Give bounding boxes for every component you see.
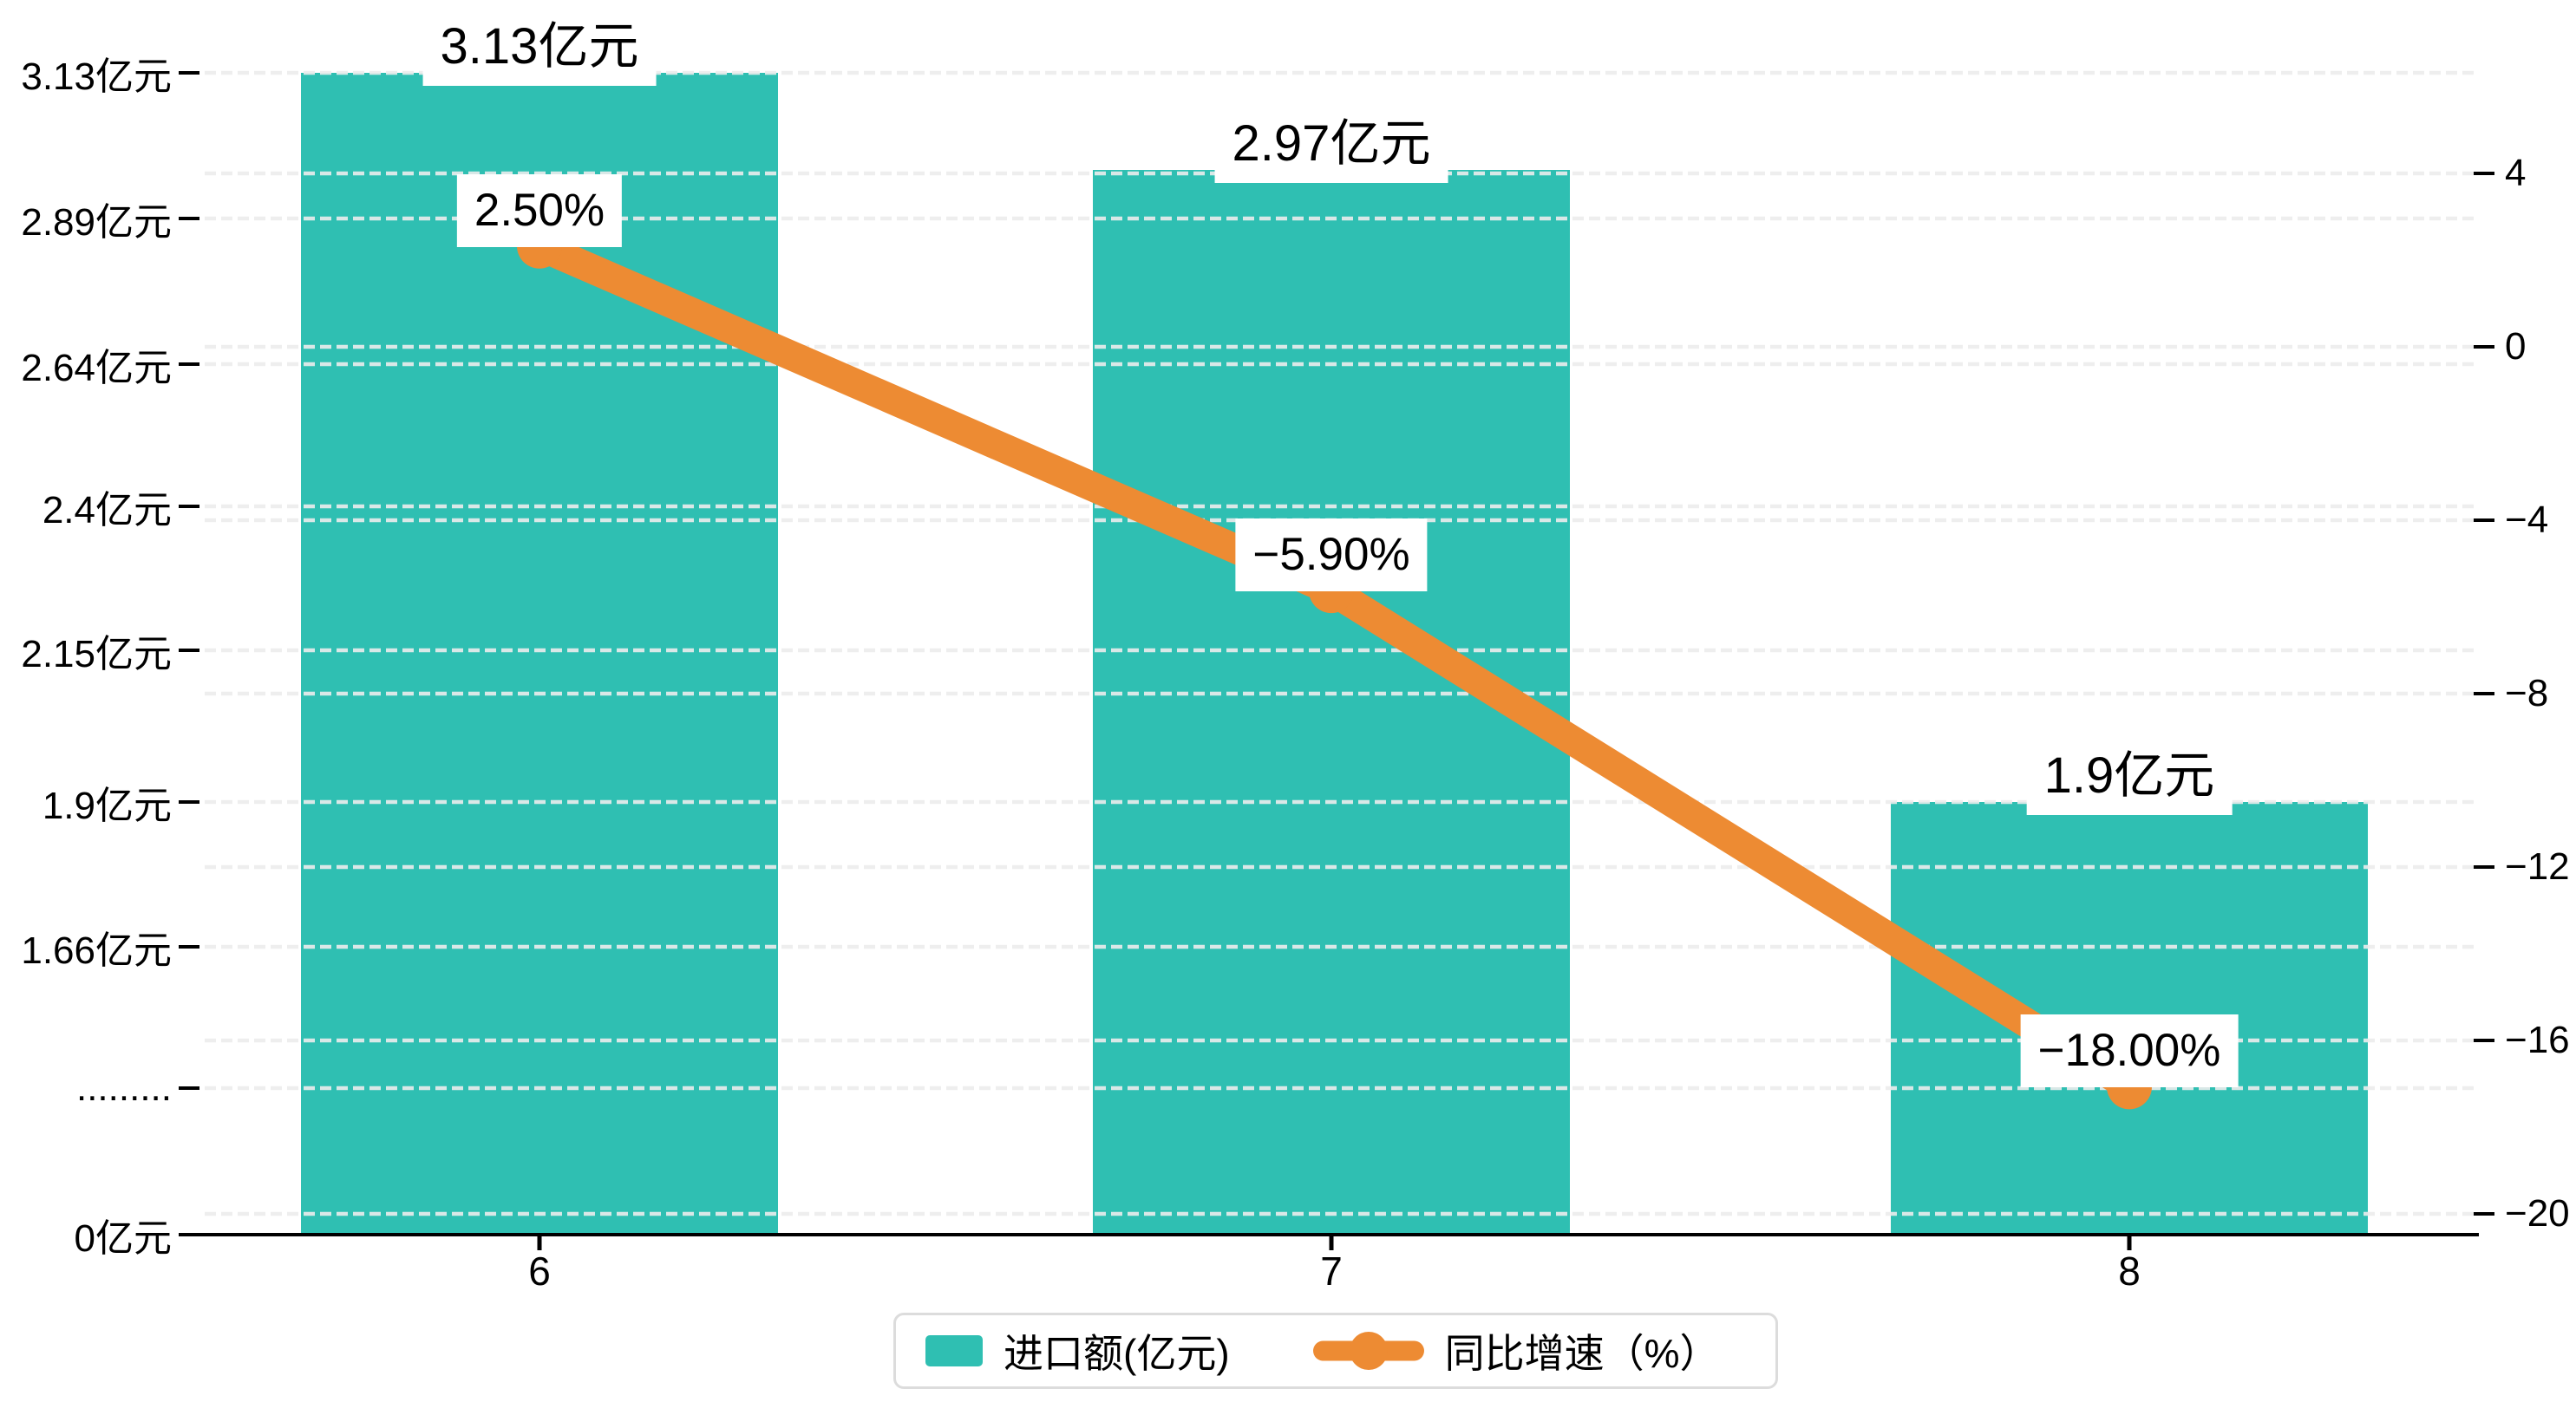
y-right-tick-label: 4 [2505, 152, 2527, 194]
x-axis-label-7: 7 [1320, 1249, 1343, 1294]
bar-value-label-8: 1.9亿元 [2026, 737, 2233, 815]
bar-series-swatch-icon [925, 1335, 983, 1366]
line-value-label-6: 2.50% [456, 173, 623, 247]
y-left-tick-label: 1.9亿元 [42, 785, 172, 827]
y-left-tick-label: 2.64亿元 [21, 347, 172, 389]
y-left-tick-label: 2.89亿元 [21, 201, 172, 244]
bar-value-label-7: 2.97亿元 [1214, 105, 1448, 183]
legend: 进口额(亿元) 同比增速（%） [893, 1313, 1778, 1389]
y-left-tick-label: 2.4亿元 [42, 489, 172, 531]
legend-label-line-series: 同比增速（%） [1444, 1331, 1720, 1376]
line-value-label-8: −18.00% [2020, 1014, 2239, 1088]
y-left-tick-label: 3.13亿元 [21, 55, 172, 98]
x-axis-label-8: 8 [2118, 1249, 2141, 1294]
bar-value-label-6: 3.13亿元 [422, 8, 657, 86]
line-series-swatch-icon [1312, 1328, 1424, 1373]
y-right-tick-label: −8 [2505, 672, 2549, 714]
x-axis-label-6: 6 [528, 1249, 551, 1294]
y-right-tick-label: −4 [2505, 499, 2549, 541]
y-left-tick-label: 2.15亿元 [21, 633, 172, 675]
y-left-tick-label: 1.66亿元 [21, 929, 172, 972]
y-left-tick-label: 0亿元 [74, 1217, 172, 1260]
line-value-label-7: −5.90% [1235, 518, 1428, 592]
legend-item-line-series[interactable]: 同比增速（%） [1312, 1322, 1720, 1379]
legend-label-bar-series: 进口额(亿元) [1004, 1331, 1230, 1376]
y-left-axis-break-label: ......... [75, 1066, 172, 1109]
legend-item-bar-series[interactable]: 进口额(亿元) [925, 1322, 1230, 1379]
y-right-tick-label: −20 [2505, 1192, 2570, 1235]
y-right-tick-label: 0 [2505, 325, 2527, 368]
y-right-tick-label: −16 [2505, 1019, 2570, 1061]
y-right-tick-label: −12 [2505, 845, 2570, 888]
